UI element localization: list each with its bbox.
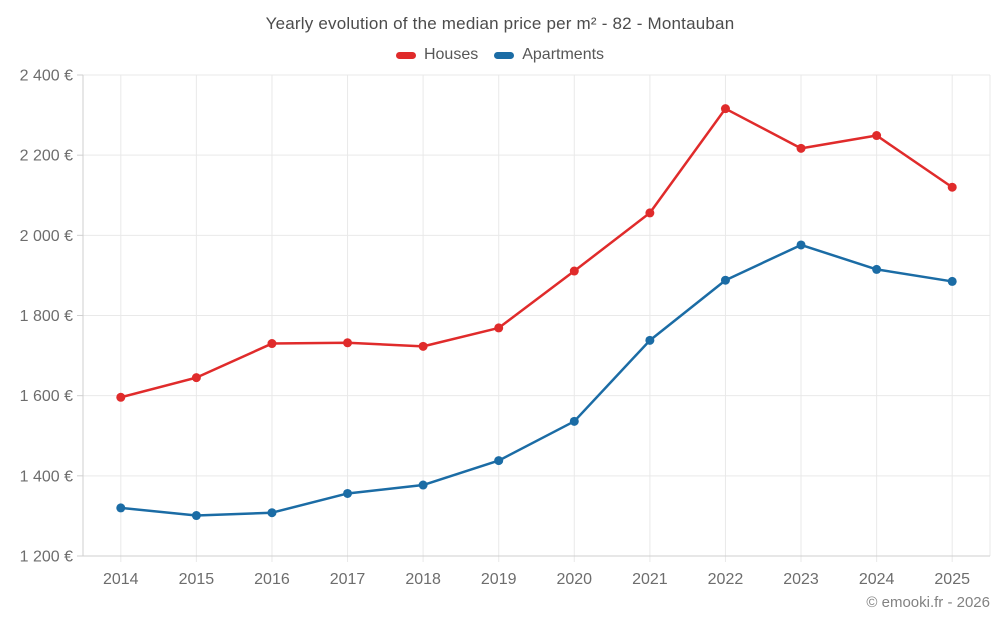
point-apartments-2014[interactable] bbox=[116, 503, 126, 513]
legend-item-apartments[interactable]: Apartments bbox=[494, 46, 604, 64]
point-apartments-2020[interactable] bbox=[569, 416, 579, 426]
houses-swatch-icon bbox=[395, 51, 416, 59]
point-houses-2023[interactable] bbox=[796, 143, 806, 153]
y-axis-label: 1 800 € bbox=[20, 308, 73, 325]
x-axis-label: 2023 bbox=[783, 571, 819, 588]
legend-label-apartments: Apartments bbox=[522, 46, 605, 63]
series-line-apartments bbox=[119, 243, 954, 517]
point-houses-2018[interactable] bbox=[418, 341, 428, 351]
legend: Houses Apartments bbox=[0, 46, 1000, 64]
point-apartments-2024[interactable] bbox=[872, 264, 882, 274]
x-axis-label: 2025 bbox=[934, 571, 970, 588]
x-axis-label: 2014 bbox=[103, 571, 139, 588]
apartments-swatch-icon bbox=[494, 51, 515, 59]
x-axis-label: 2019 bbox=[481, 571, 517, 588]
y-axis-label: 1 400 € bbox=[20, 468, 73, 485]
point-houses-2017[interactable] bbox=[343, 338, 353, 348]
x-axis-label: 2021 bbox=[632, 571, 668, 588]
point-apartments-2022[interactable] bbox=[720, 275, 730, 285]
x-axis-label: 2018 bbox=[405, 571, 441, 588]
copyright-credit: © emooki.fr - 2026 bbox=[866, 594, 990, 611]
point-apartments-2019[interactable] bbox=[494, 456, 504, 466]
point-apartments-2023[interactable] bbox=[796, 240, 806, 250]
series-line-houses bbox=[119, 107, 954, 399]
x-axis-label: 2020 bbox=[556, 571, 592, 588]
y-axis-label: 2 200 € bbox=[20, 148, 73, 165]
y-axis-label: 2 000 € bbox=[20, 228, 73, 245]
x-axis-label: 2015 bbox=[179, 571, 215, 588]
point-apartments-2025[interactable] bbox=[947, 276, 957, 286]
point-apartments-2017[interactable] bbox=[343, 488, 353, 498]
point-apartments-2021[interactable] bbox=[645, 335, 655, 345]
y-axis-label: 1 600 € bbox=[20, 388, 73, 405]
legend-item-houses[interactable]: Houses bbox=[395, 46, 479, 64]
point-apartments-2016[interactable] bbox=[267, 508, 277, 518]
point-houses-2015[interactable] bbox=[191, 373, 201, 383]
legend-label-houses: Houses bbox=[423, 46, 479, 63]
y-axis-label: 2 400 € bbox=[20, 68, 73, 85]
point-houses-2014[interactable] bbox=[116, 392, 126, 402]
x-axis-label: 2024 bbox=[859, 571, 895, 588]
point-apartments-2018[interactable] bbox=[418, 480, 428, 490]
point-houses-2019[interactable] bbox=[494, 323, 504, 333]
point-houses-2021[interactable] bbox=[645, 208, 655, 218]
point-houses-2024[interactable] bbox=[872, 131, 882, 141]
point-houses-2022[interactable] bbox=[720, 104, 730, 114]
point-houses-2020[interactable] bbox=[569, 266, 579, 276]
point-houses-2016[interactable] bbox=[267, 339, 277, 349]
point-houses-2025[interactable] bbox=[947, 182, 957, 192]
x-axis-label: 2017 bbox=[330, 571, 366, 588]
y-axis-label: 1 200 € bbox=[20, 549, 73, 566]
x-axis-label: 2022 bbox=[708, 571, 744, 588]
x-axis-label: 2016 bbox=[254, 571, 290, 588]
point-apartments-2015[interactable] bbox=[191, 511, 201, 521]
chart-title: Yearly evolution of the median price per… bbox=[265, 14, 735, 33]
